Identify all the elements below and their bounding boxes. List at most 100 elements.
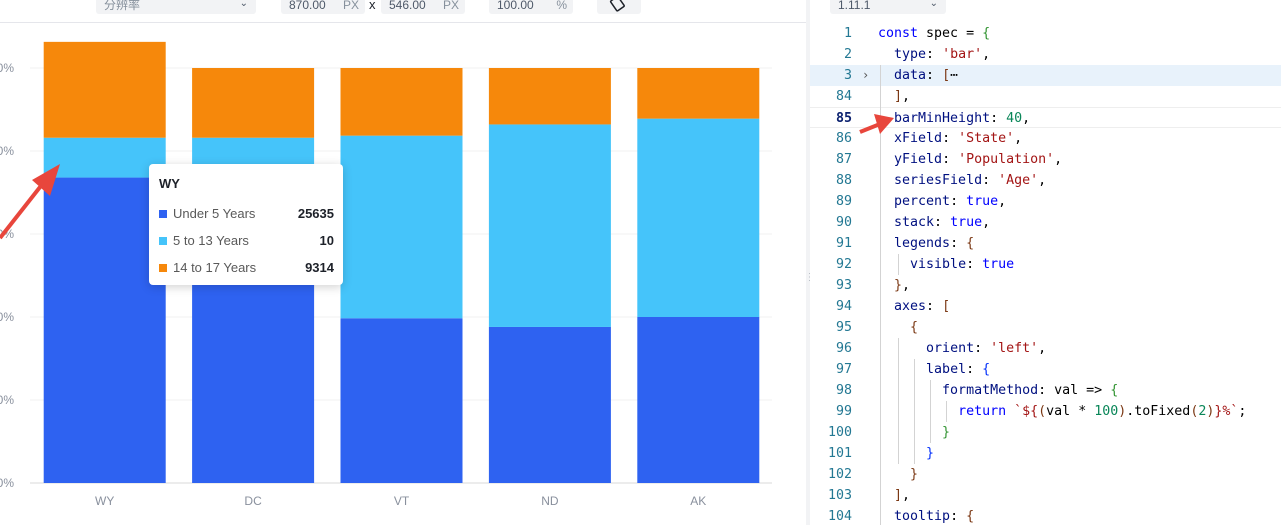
indent-guide <box>930 380 931 443</box>
resolution-select[interactable]: 分辨率 ⌄ <box>96 0 256 14</box>
code-text: percent: true, <box>894 194 1007 209</box>
code-line[interactable]: 90 stack: true, <box>810 212 1281 233</box>
line-number: 99 <box>835 404 852 419</box>
code-line[interactable]: 3 › data: [⋯ <box>810 65 1281 86</box>
bar-vt-series-3[interactable] <box>340 68 463 136</box>
code-line[interactable]: 88 seriesField: 'Age', <box>810 170 1281 191</box>
code-line[interactable]: 101 } <box>810 443 1281 464</box>
bar-vt-series-2[interactable] <box>340 135 463 319</box>
indent-guide <box>880 65 881 525</box>
tooltip-title: WY <box>159 176 180 191</box>
line-number: 3 <box>843 68 852 83</box>
code-text: } <box>926 446 935 461</box>
tooltip-row-label: 5 to 13 Years <box>173 233 249 248</box>
toolbar: 分辨率 ⌄ 870.00 PX x 546.00 PX 100.00 % <box>0 0 806 23</box>
code-line[interactable]: 92 visible: true <box>810 254 1281 275</box>
code-line[interactable]: 85 barMinHeight: 40, <box>810 107 1281 128</box>
times-sign: x <box>369 0 376 12</box>
version-label: 1.11.1 <box>838 0 871 12</box>
width-input[interactable]: 870.00 PX <box>281 0 365 14</box>
code-line[interactable]: 103 ], <box>810 485 1281 506</box>
version-select[interactable]: 1.11.1 ⌄ <box>830 0 946 14</box>
bar-ak-series-2[interactable] <box>637 118 760 317</box>
x-tick-label: ND <box>541 494 559 508</box>
code-text: } <box>942 425 951 440</box>
line-number: 88 <box>835 173 852 188</box>
x-tick-label: WY <box>95 494 114 508</box>
width-unit: PX <box>342 0 359 12</box>
series-under-5-swatch <box>159 209 167 218</box>
x-tick-label: VT <box>394 494 410 508</box>
line-number: 84 <box>835 89 852 104</box>
rotate-icon <box>609 0 625 12</box>
bar-wy-series-2[interactable] <box>43 137 166 178</box>
tooltip-row: 5 to 13 Years 10 <box>159 227 334 254</box>
series-5-to-13-swatch <box>159 236 167 245</box>
code-text: ], <box>894 488 911 503</box>
code-text: const spec = { <box>878 26 991 41</box>
code-line[interactable]: 102 } <box>810 464 1281 485</box>
code-line[interactable]: 97 label: { <box>810 359 1281 380</box>
tooltip-row-label: 14 to 17 Years <box>173 260 257 275</box>
bar-nd-series-3[interactable] <box>488 68 611 125</box>
indent-guide <box>914 359 915 464</box>
annotation-arrow-left <box>0 164 60 240</box>
code-text: data: [⋯ <box>894 68 959 83</box>
code-line[interactable]: 96 orient: 'left', <box>810 338 1281 359</box>
width-value: 870.00 <box>289 0 326 12</box>
annotation-arrow-right <box>859 114 894 134</box>
code-text: label: { <box>926 362 991 377</box>
bar-nd-series-1[interactable] <box>488 326 611 483</box>
series-14-to-17-swatch <box>159 263 167 272</box>
code-line[interactable]: 89 percent: true, <box>810 191 1281 212</box>
line-number: 87 <box>835 152 852 167</box>
code-line[interactable]: 104 tooltip: { <box>810 506 1281 527</box>
code-line[interactable]: 93 }, <box>810 275 1281 296</box>
y-tick-label: 0% <box>0 144 14 158</box>
line-number: 97 <box>835 362 852 377</box>
code-text: stack: true, <box>894 215 991 230</box>
code-text: return `${(val * 100).toFixed(2)}%`; <box>958 404 1247 419</box>
chart-tooltip: WY Under 5 Years 25635 5 to 13 Years 10 … <box>149 164 343 285</box>
code-editor[interactable]: 1.11.1 ⌄ 1 const spec = {2 type: 'bar', 3 ›… <box>810 0 1281 525</box>
bar-wy-series-3[interactable] <box>43 41 166 138</box>
scale-value: 100.00 <box>497 0 534 12</box>
code-text: orient: 'left', <box>926 341 1047 356</box>
tooltip-row-label: Under 5 Years <box>173 206 256 221</box>
panel-divider[interactable] <box>806 0 810 525</box>
bar-ak-series-1[interactable] <box>637 317 760 483</box>
code-line[interactable]: 94 axes: [ <box>810 296 1281 317</box>
y-tick-label: 0% <box>0 476 14 490</box>
bar-nd-series-2[interactable] <box>488 124 611 327</box>
code-line[interactable]: 87 yField: 'Population', <box>810 149 1281 170</box>
y-tick-label: 0% <box>0 61 14 75</box>
code-line[interactable]: 99 return `${(val * 100).toFixed(2)}%`; <box>810 401 1281 422</box>
height-value: 546.00 <box>389 0 426 12</box>
code-line[interactable]: 95 { <box>810 317 1281 338</box>
scale-input[interactable]: 100.00 % <box>489 0 573 14</box>
bar-vt-series-1[interactable] <box>340 318 463 483</box>
rotate-button[interactable] <box>597 0 641 14</box>
bar-wy-series-1[interactable] <box>43 177 166 483</box>
code-line[interactable]: 98 formatMethod: val => { <box>810 380 1281 401</box>
line-number: 86 <box>835 131 852 146</box>
code-line[interactable]: 84 ], <box>810 86 1281 107</box>
bar-ak-series-3[interactable] <box>637 68 760 119</box>
line-number: 93 <box>835 278 852 293</box>
code-text: }, <box>894 278 911 293</box>
code-text: legends: { <box>894 236 975 251</box>
height-input[interactable]: 546.00 PX <box>381 0 465 14</box>
code-line[interactable]: 2 type: 'bar', <box>810 44 1281 65</box>
line-number: 101 <box>827 446 852 461</box>
code-text: barMinHeight: 40, <box>894 111 1031 126</box>
code-line[interactable]: 86 xField: 'State', <box>810 128 1281 149</box>
code-text: seriesField: 'Age', <box>894 173 1047 188</box>
fold-chevron-icon[interactable]: › <box>862 68 870 82</box>
code-line[interactable]: 1 const spec = { <box>810 23 1281 44</box>
code-line[interactable]: 100 } <box>810 422 1281 443</box>
code-text: type: 'bar', <box>894 47 991 62</box>
bar-dc-series-3[interactable] <box>192 68 315 138</box>
code-line[interactable]: 91 legends: { <box>810 233 1281 254</box>
line-number: 98 <box>835 383 852 398</box>
